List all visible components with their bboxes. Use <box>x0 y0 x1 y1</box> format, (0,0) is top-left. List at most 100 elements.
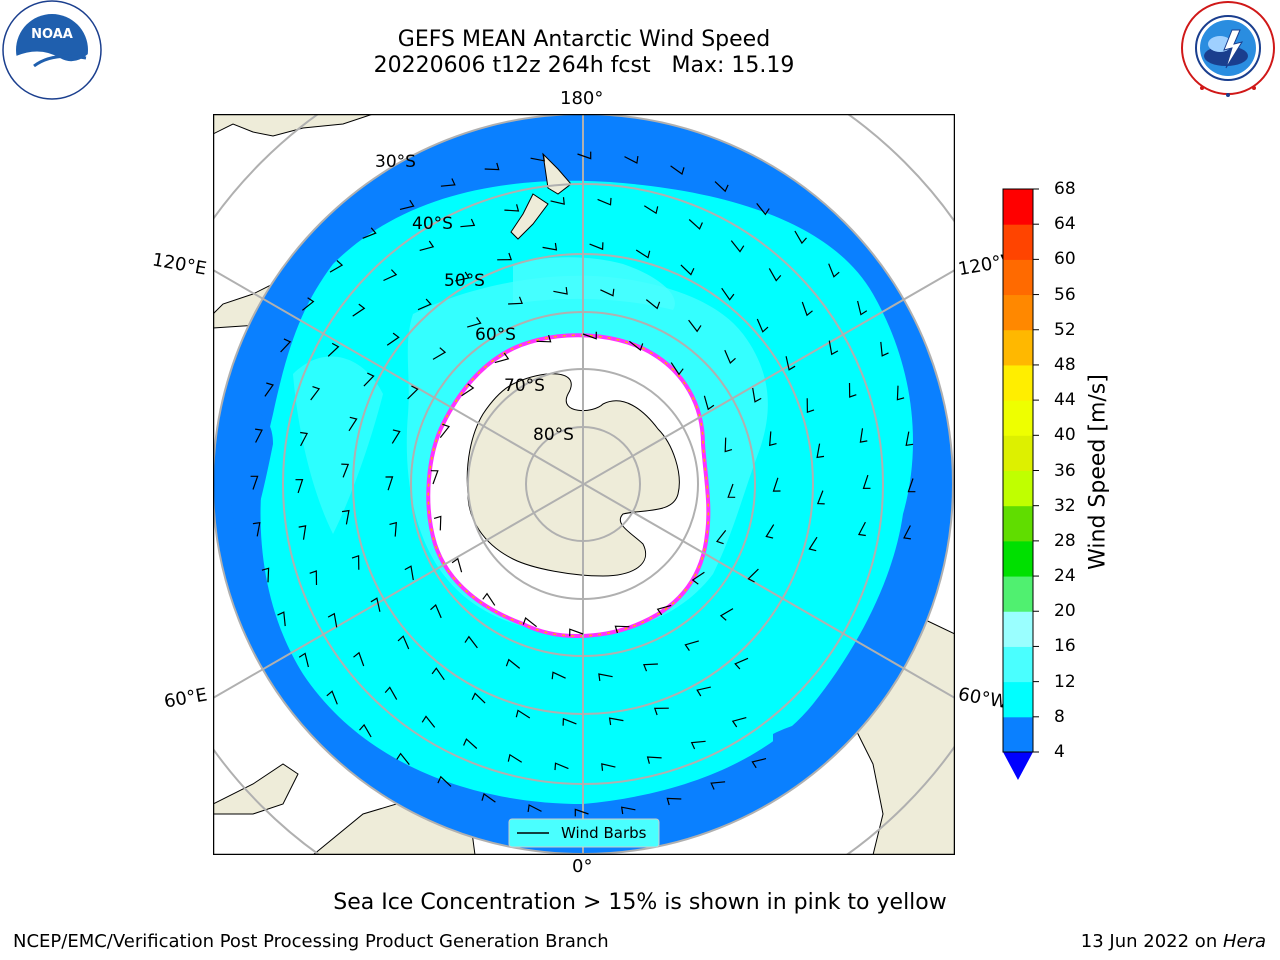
chart-subtitle: 20220606 t12z 264h fcst Max: 15.19 <box>373 53 795 78</box>
sea-ice-caption: Sea Ice Concentration > 15% is shown in … <box>333 890 947 915</box>
wind-barb <box>507 753 523 763</box>
wind-barb <box>751 758 767 769</box>
wind-barb <box>896 385 905 401</box>
lon-label-120e: 120°E <box>150 249 209 280</box>
colorbar-tick-label: 12 <box>1054 671 1076 692</box>
colorbar-bin-40-44 <box>1003 400 1033 436</box>
wind-barb <box>794 230 807 245</box>
wind-barb <box>880 341 889 357</box>
wind-barb <box>404 565 414 581</box>
wind-barb <box>348 416 358 432</box>
colorbar-tick-label: 64 <box>1054 214 1076 235</box>
colorbar-tick-label: 16 <box>1054 636 1076 657</box>
wind-barb <box>430 603 442 619</box>
wind-barb <box>696 686 711 697</box>
colorbar-tick-label: 24 <box>1054 566 1076 587</box>
colorbar-ticks <box>1033 188 1039 753</box>
wind-barb <box>327 342 340 357</box>
wind-barb <box>730 240 745 253</box>
wind-barb <box>656 604 672 616</box>
wind-barb <box>536 334 552 343</box>
wind-barb <box>608 717 624 726</box>
wind-barb <box>857 521 866 537</box>
wind-barb <box>569 628 584 637</box>
wind-barb <box>264 382 274 397</box>
colorbar-tick-label: 8 <box>1054 706 1065 727</box>
footer-branch: NCEP/EMC/Verification Post Processing Pr… <box>13 931 609 952</box>
wind-barb <box>752 387 762 403</box>
wind-barb <box>497 252 513 261</box>
legend: Wind Barbs <box>508 818 660 848</box>
footer-date: 13 Jun 2022 on Hera <box>1081 931 1266 952</box>
wind-barb <box>703 395 715 411</box>
wind-barb <box>907 478 916 493</box>
lat-label-70s: 70°S <box>504 376 545 396</box>
map-frame <box>213 114 955 855</box>
wind-barb <box>828 340 839 356</box>
wind-barb <box>252 521 261 537</box>
wind-barb <box>463 738 478 749</box>
colorbar-bin-24-28 <box>1003 540 1033 577</box>
footer-date-text: 13 Jun 2022 on <box>1080 931 1223 952</box>
colorbar-bin-12-16 <box>1003 646 1033 683</box>
wind-barb <box>407 385 419 400</box>
colorbar-tick-label: 4 <box>1054 742 1065 762</box>
wind-barb <box>670 362 684 376</box>
wind-barb <box>431 667 445 681</box>
wind-barb <box>261 567 270 583</box>
wind-barb <box>419 240 435 251</box>
wind-barb <box>724 349 736 365</box>
wind-barbs <box>250 151 916 817</box>
wind-barb <box>417 298 432 311</box>
wind-barb <box>670 165 685 175</box>
wind-barb <box>550 197 565 205</box>
lat-label-50s: 50°S <box>444 271 485 291</box>
wind-barb <box>399 199 415 210</box>
wind-barb <box>719 608 734 621</box>
wind-barb <box>353 651 365 667</box>
wind-barb <box>646 756 662 764</box>
lon-label-180: 180° <box>560 88 604 109</box>
wind-barb <box>327 612 338 628</box>
wind-barb <box>505 658 521 669</box>
wind-barb <box>747 568 759 583</box>
wind-barb <box>731 717 747 728</box>
colorbar-bin-52-56 <box>1003 294 1033 331</box>
wind-barb <box>710 781 726 790</box>
colorbar-bin-60-64 <box>1003 224 1033 260</box>
legend-label: Wind Barbs <box>561 824 647 842</box>
wind-barb <box>397 635 410 650</box>
wind-barb <box>577 151 592 160</box>
wind-barb <box>601 763 616 771</box>
wind-barb <box>848 382 857 398</box>
wind-barb <box>471 692 486 704</box>
footer-host: Hera <box>1222 931 1266 952</box>
wind-barb <box>862 474 871 490</box>
wind-barb <box>440 178 456 187</box>
colorbar-bin-16-20 <box>1003 611 1033 647</box>
wind-barb <box>482 592 496 606</box>
wind-barb <box>756 318 769 333</box>
wind-barb <box>772 477 781 492</box>
wind-barb <box>620 806 636 815</box>
wind-barb <box>302 297 315 311</box>
wind-barb <box>688 219 703 230</box>
wind-barb <box>859 428 868 443</box>
wind-barb <box>562 717 577 726</box>
wind-barb <box>461 383 475 397</box>
wind-barb <box>724 437 733 453</box>
wind-barb <box>385 476 394 491</box>
wind-barb <box>421 715 436 728</box>
wind-barb <box>341 509 350 525</box>
wind-barb <box>690 740 706 750</box>
wind-barb <box>768 268 782 282</box>
graticule <box>213 114 955 855</box>
wind-barb <box>691 571 705 585</box>
wind-barb <box>484 162 500 171</box>
wind-barb <box>432 347 447 360</box>
wind-barb <box>255 428 263 443</box>
wind-barb <box>598 673 613 681</box>
colorbar-tick-label: 40 <box>1054 425 1076 446</box>
colorbar-tick-label: 52 <box>1054 319 1076 340</box>
wind-barb <box>582 331 597 340</box>
